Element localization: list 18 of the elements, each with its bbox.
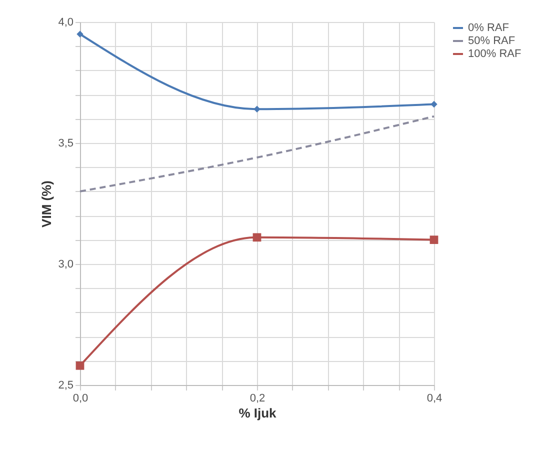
y-tick-label: 3,5 — [58, 138, 74, 150]
point — [76, 361, 84, 370]
x-tick-label: 0,2 — [250, 392, 266, 404]
y-tick-label: 2,5 — [58, 380, 74, 392]
point — [254, 106, 260, 112]
x-axis-title: % Ijuk — [238, 406, 278, 420]
point — [76, 30, 84, 38]
y-axis-title: VIM (%) — [39, 180, 54, 228]
legend-label: 0% RAF — [468, 22, 510, 34]
point — [430, 236, 438, 244]
point — [252, 233, 262, 242]
point — [430, 100, 438, 108]
y-tick-label: 4,0 — [58, 16, 74, 28]
x-tick-label: 0,4 — [426, 392, 442, 404]
y-tick-label: 3,0 — [58, 258, 74, 270]
legend-label: 50% RAF — [468, 35, 516, 47]
legend-label: 100% RAF — [468, 48, 522, 60]
x-tick-label: 0,0 — [72, 392, 88, 404]
